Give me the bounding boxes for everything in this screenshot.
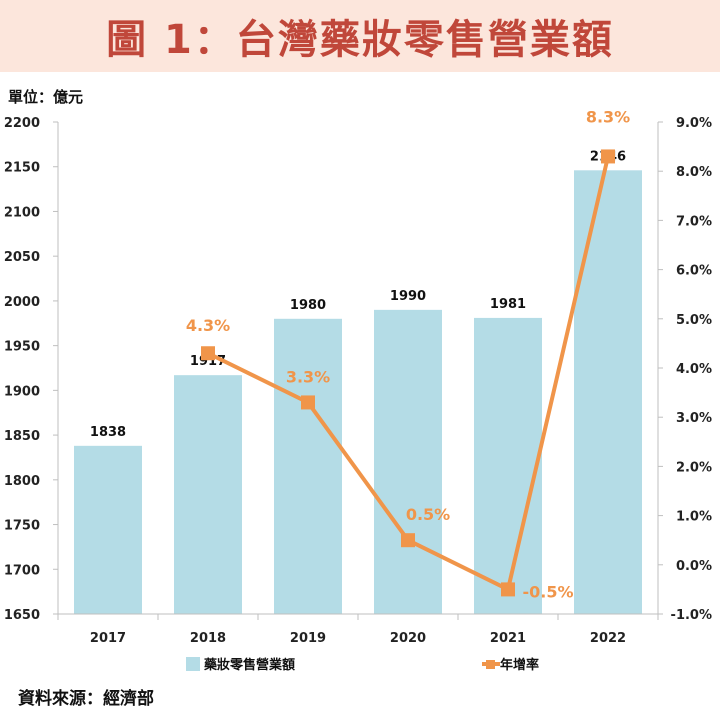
- right-axis-tick-label: 4.0%: [676, 362, 712, 377]
- left-axis-tick-label: 1700: [4, 563, 40, 578]
- left-axis-tick-label: 1900: [4, 384, 40, 399]
- line-value-labels: 4.3% 3.3% 0.5% -0.5% 8.3%: [186, 107, 630, 601]
- bar-value-label: 1838: [90, 425, 126, 440]
- right-axis-tick-label: 1.0%: [676, 510, 712, 525]
- category-label: 2019: [290, 631, 326, 646]
- category-label: 2021: [490, 631, 526, 646]
- category-labels: 2017 2018 2019 2020 2021 2022: [90, 631, 626, 646]
- left-axis-tick-label: 1800: [4, 474, 40, 489]
- bar: [574, 170, 642, 614]
- left-axis-tick-label: 1750: [4, 519, 40, 534]
- legend-bar-swatch: [186, 657, 200, 671]
- category-label: 2022: [590, 631, 626, 646]
- right-axis-tick-label: -1.0%: [671, 608, 712, 623]
- right-axis-tick-label: 0.0%: [676, 559, 712, 574]
- right-axis-tick-label: 3.0%: [676, 411, 712, 426]
- bar: [174, 375, 242, 614]
- category-label: 2017: [90, 631, 126, 646]
- growth-marker: [201, 346, 215, 361]
- category-label: 2018: [190, 631, 226, 646]
- right-axis-tick-label: 9.0%: [676, 116, 712, 131]
- left-axis-tick-label: 2050: [4, 250, 40, 265]
- unit-label: 單位：億元: [8, 88, 84, 106]
- legend-bar-label: 藥妝零售營業額: [203, 657, 295, 673]
- chart-title: 圖 1：台灣藥妝零售營業額: [106, 17, 614, 63]
- growth-value-label: 0.5%: [406, 505, 450, 524]
- bar: [74, 445, 142, 614]
- left-axis-tick-label: 2200: [4, 116, 40, 131]
- legend-line-marker: [486, 660, 495, 669]
- source-label: 資料來源：經濟部: [18, 689, 154, 709]
- right-axis-tick-label: 6.0%: [676, 264, 712, 279]
- left-axis-tick-label: 1850: [4, 429, 40, 444]
- left-axis-tick-label: 1950: [4, 340, 40, 355]
- growth-marker: [501, 582, 515, 597]
- right-axis-ticks: -1.0% 0.0% 1.0% 2.0% 3.0% 4.0% 5.0% 6.0% 7.0% 8.0…: [658, 116, 712, 623]
- category-label: 2020: [390, 631, 426, 646]
- left-axis-ticks: 1650 1700 1750 1800 1850 1900 1950 2000 2050 2100…: [4, 116, 58, 623]
- growth-marker: [601, 149, 615, 164]
- legend: 藥妝零售營業額 年增率: [186, 657, 539, 673]
- bar-value-label: 1980: [290, 298, 326, 313]
- bar: [374, 309, 442, 614]
- left-axis-tick-label: 2150: [4, 161, 40, 176]
- bar: [274, 318, 342, 614]
- growth-value-label: 3.3%: [286, 367, 330, 386]
- bar-value-labels: 183819171980199019812146: [90, 149, 626, 440]
- right-axis-tick-label: 5.0%: [676, 313, 712, 328]
- left-axis-tick-label: 1650: [4, 608, 40, 623]
- legend-line-label: 年增率: [500, 657, 539, 673]
- axes: [57, 122, 659, 620]
- bar-series: [74, 170, 642, 614]
- right-axis-tick-label: 2.0%: [676, 460, 712, 475]
- growth-value-label: -0.5%: [522, 582, 573, 601]
- growth-marker: [301, 395, 315, 410]
- growth-value-label: 8.3%: [586, 107, 630, 126]
- right-axis-tick-label: 8.0%: [676, 165, 712, 180]
- line-series: [201, 149, 615, 597]
- bar-value-label: 1990: [390, 289, 426, 304]
- left-axis-tick-label: 2100: [4, 205, 40, 220]
- bar: [474, 317, 542, 614]
- left-axis-tick-label: 2000: [4, 295, 40, 310]
- growth-marker: [401, 533, 415, 548]
- bar-value-label: 1981: [490, 297, 526, 312]
- growth-value-label: 4.3%: [186, 316, 230, 335]
- right-axis-tick-label: 7.0%: [676, 214, 712, 229]
- title-banner: 圖 1：台灣藥妝零售營業額: [0, 0, 720, 72]
